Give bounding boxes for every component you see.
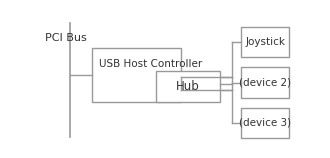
Text: Joystick: Joystick [245, 37, 285, 47]
Text: PCI Bus: PCI Bus [45, 33, 87, 43]
Text: USB Host Controller: USB Host Controller [99, 59, 203, 69]
Bar [156, 71, 219, 102]
Bar [241, 27, 289, 58]
Text: (device 3): (device 3) [239, 118, 291, 128]
Bar [92, 48, 181, 102]
Text: (device 2): (device 2) [239, 78, 291, 88]
Text: Hub: Hub [176, 80, 200, 93]
Bar [241, 67, 289, 98]
Bar [241, 107, 289, 138]
